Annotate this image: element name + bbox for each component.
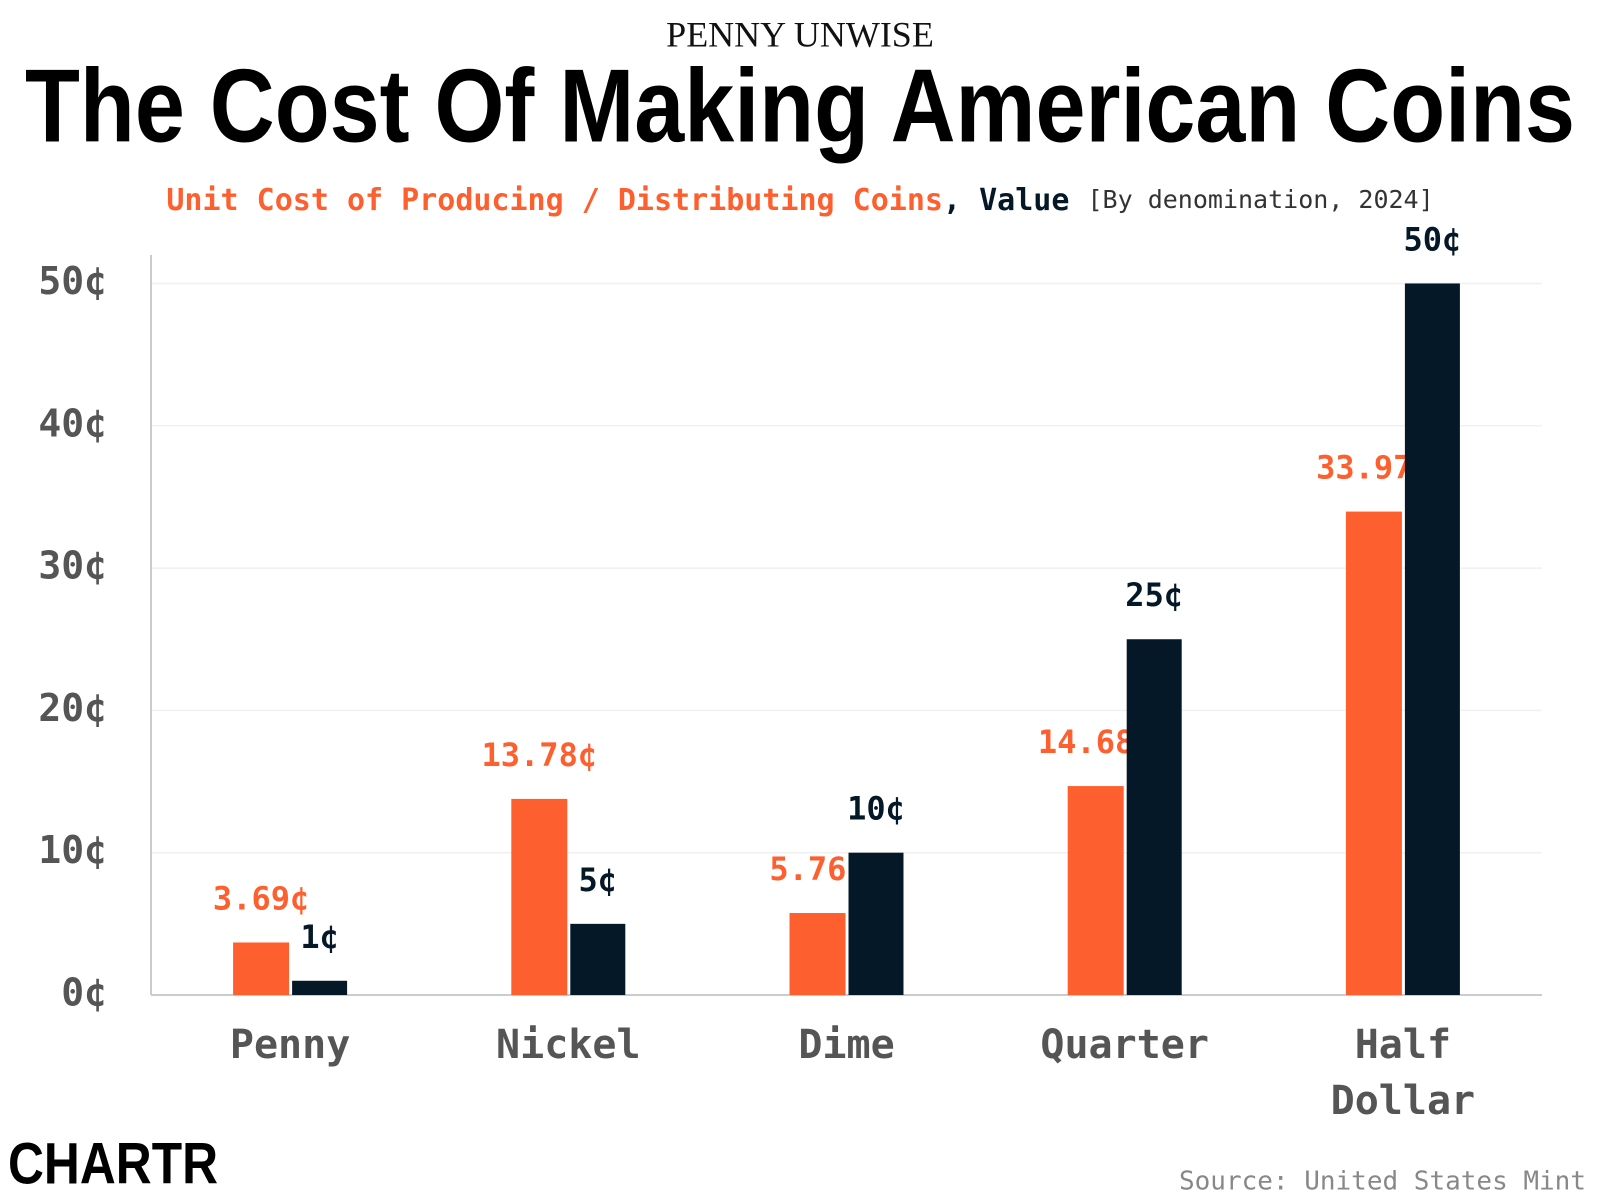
bar — [1404, 283, 1460, 995]
subtitle-separator: , — [943, 183, 961, 218]
data-label: 25¢ — [1125, 576, 1183, 614]
y-tick-label: 10¢ — [38, 828, 107, 872]
x-tick-label: Half Dollar — [1330, 1022, 1476, 1124]
data-label: 1¢ — [300, 918, 339, 956]
data-label: 10¢ — [847, 790, 905, 828]
data-label: 13.78¢ — [482, 736, 598, 774]
y-tick-label: 20¢ — [38, 686, 107, 730]
bar — [1126, 639, 1182, 995]
legend-entry: Unit Cost of Producing / Distributing Co… — [166, 183, 943, 218]
y-tick-label: 50¢ — [38, 259, 107, 303]
bar — [848, 852, 904, 995]
x-tick-label: Dime — [798, 1022, 895, 1068]
subtitle: Unit Cost of Producing / Distributing Co… — [166, 183, 1433, 218]
bar — [1345, 511, 1402, 995]
data-label: 50¢ — [1404, 220, 1462, 258]
bar — [570, 923, 626, 995]
x-tick-label: Nickel — [496, 1022, 641, 1068]
subtitle-note: [By denomination, 2024] — [1087, 185, 1433, 214]
source: Source: United States Mint — [1179, 1167, 1586, 1197]
data-label: 3.69¢ — [213, 879, 309, 917]
y-tick-label: 30¢ — [38, 544, 107, 588]
bar — [789, 913, 846, 995]
bar — [511, 798, 568, 995]
bar — [1067, 786, 1124, 995]
kicker: PENNY UNWISE — [666, 14, 934, 54]
x-tick-label: Quarter — [1040, 1022, 1209, 1068]
bar — [292, 980, 348, 995]
data-label: 5¢ — [579, 861, 618, 899]
y-tick-label: 0¢ — [61, 971, 107, 1015]
legend-entry: Value — [979, 183, 1069, 218]
x-tick-label: Penny — [229, 1022, 351, 1068]
bar — [233, 942, 290, 995]
chart-title: The Cost Of Making American Coins — [25, 48, 1575, 164]
brand-logo: CHARTR — [8, 1131, 218, 1196]
y-tick-label: 40¢ — [38, 401, 107, 445]
